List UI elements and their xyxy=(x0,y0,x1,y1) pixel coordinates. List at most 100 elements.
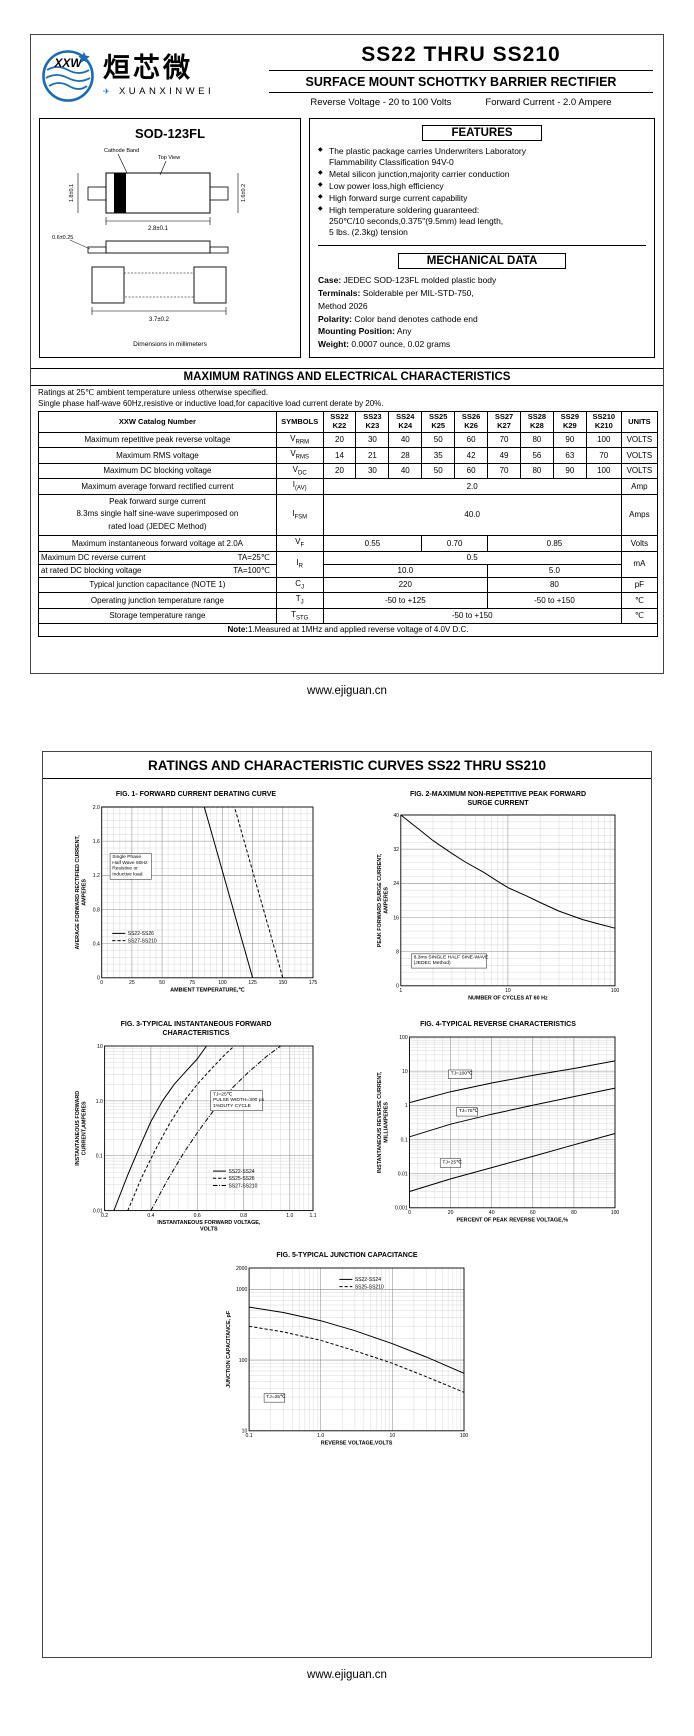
svg-text:TJ=25℃: TJ=25℃ xyxy=(266,1394,286,1400)
dim-body-width: 2.8±0.1 xyxy=(148,226,169,232)
figure-4: FIG. 4-TYPICAL REVERSE CHARACTERISTICS 0… xyxy=(372,1021,624,1238)
svg-text:60: 60 xyxy=(530,1210,536,1216)
svg-text:SS25-SS210: SS25-SS210 xyxy=(355,1284,384,1290)
svg-text:Resistive or: Resistive or xyxy=(112,865,138,871)
figure-1: FIG. 1- FORWARD CURRENT DERATING CURVE 0… xyxy=(70,791,322,1008)
datasheet-page-2: RATINGS AND CHARACTERISTIC CURVES SS22 T… xyxy=(42,750,652,1658)
svg-text:0: 0 xyxy=(396,984,399,990)
bullet-icon: ◆ xyxy=(318,194,323,201)
svg-text:1.6: 1.6 xyxy=(93,839,100,845)
feature-text: High temperature soldering guaranteed: 2… xyxy=(329,205,504,238)
col-header-catalog: XXW Catalog Number xyxy=(38,411,277,433)
row-vf: Maximum instantaneous forward voltage at… xyxy=(38,535,659,552)
table-footnote-row: Note:1.Measured at 1MHz and applied reve… xyxy=(38,622,658,637)
figure-4-chart: 0 20 40 60 80 100 0.001 0.01 0.1 1 10 100 PERCENT OF… xyxy=(377,1035,619,1223)
svg-text:0: 0 xyxy=(97,975,100,981)
svg-text:0.1: 0.1 xyxy=(246,1433,253,1439)
col-header-part: SS24 K24 xyxy=(388,411,423,433)
bullet-icon: ◆ xyxy=(318,182,323,189)
mech-row-case: Case: JEDEC SOD-123FL molded plastic bod… xyxy=(318,275,497,286)
note-line: Ratings at 25℃ ambient temperature unles… xyxy=(38,387,268,397)
title-block: SS22 THRU SS210 SURFACE MOUNT SCHOTTKY B… xyxy=(269,43,653,108)
svg-text:1.1: 1.1 xyxy=(309,1213,316,1219)
row-vrms: Maximum RMS voltage VRMS 14 21 28 35 42 49 56 6… xyxy=(38,447,659,464)
ratings-table-notes: Ratings at 25℃ ambient temperature unles… xyxy=(31,386,663,411)
svg-text:Inductive load: Inductive load xyxy=(112,871,142,877)
svg-text:100: 100 xyxy=(460,1433,469,1439)
feature-item: ◆ High forward surge current capability xyxy=(318,193,646,204)
svg-text:0.4: 0.4 xyxy=(93,941,100,947)
svg-text:0.001: 0.001 xyxy=(395,1206,408,1212)
figure-2-chart: 1 10 100 0 8 16 24 32 40 NUMBER OF CYCLES AT 60 H… xyxy=(377,813,619,1001)
svg-text:1: 1 xyxy=(405,1103,408,1109)
svg-text:100: 100 xyxy=(239,1358,248,1364)
svg-text:75: 75 xyxy=(189,980,195,986)
figure-1-chart: 0 25 50 75 100 125 150 175 0 0.4 0.8 1.2 1.6 2.0 AMBIE… xyxy=(75,805,317,993)
svg-text:150: 150 xyxy=(279,980,288,986)
row-iav: Maximum average forward rectified curren… xyxy=(38,478,659,495)
row-ifsm: Peak forward surge current 8.3ms single … xyxy=(38,493,659,537)
svg-text:10: 10 xyxy=(505,989,511,995)
svg-text:40: 40 xyxy=(393,813,399,819)
svg-text:100: 100 xyxy=(218,980,227,986)
row-vrrm: Maximum repetitive peak reverse voltage … xyxy=(38,431,659,449)
row-tj: Operating junction temperature range TJ … xyxy=(38,591,659,609)
svg-text:0: 0 xyxy=(100,980,103,986)
svg-text:1.2: 1.2 xyxy=(93,873,100,879)
device-description: SURFACE MOUNT SCHOTTKY BARRIER RECTIFIER xyxy=(269,71,653,93)
col-header-part: SS28 K28 xyxy=(519,411,554,433)
svg-text:8: 8 xyxy=(396,950,399,956)
cathode-band-label: Cathode Band xyxy=(104,148,139,154)
svg-text:0: 0 xyxy=(408,1210,411,1216)
svg-text:JUNCTION CAPACITANCE, pF: JUNCTION CAPACITANCE, pF xyxy=(226,1310,232,1388)
logo-xxw-text: XXW xyxy=(53,56,83,70)
col-header-part: SS27 K27 xyxy=(487,411,521,433)
mech-row-terminals: Terminals: Solderable per MIL-STD-750, M… xyxy=(318,288,474,311)
company-name-cn: 烜芯微 xyxy=(103,53,193,84)
svg-text:100: 100 xyxy=(399,1035,408,1041)
col-header-part: SS25 K25 xyxy=(421,411,456,433)
mech-row-mounting: Mounting Position: Any xyxy=(318,326,412,337)
row-vdc: Maximum DC blocking voltage VDC 20 30 40 50… xyxy=(38,462,659,480)
svg-text:INSTANTANEOUS FORWARDCURRENT,A: INSTANTANEOUS FORWARDCURRENT,AMPERES xyxy=(75,1091,87,1166)
svg-text:0.01: 0.01 xyxy=(93,1208,103,1214)
svg-text:10: 10 xyxy=(390,1433,396,1439)
note-line: Single phase half-wave 60Hz,resistive or… xyxy=(38,398,384,408)
package-and-features-row: SOD-123FL Cathode Band Top View 2.8±0.1 … xyxy=(31,112,663,368)
svg-text:8.3ms SINGLE HALF SINE-WAVE: 8.3ms SINGLE HALF SINE-WAVE xyxy=(414,955,489,961)
figure-3: FIG. 3-TYPICAL INSTANTANEOUS FORWARD CHA… xyxy=(70,1021,322,1238)
svg-text:SS22-SS24: SS22-SS24 xyxy=(228,1169,254,1175)
col-header-part: SS29 K29 xyxy=(552,411,587,433)
features-heading: FEATURES xyxy=(422,125,542,141)
package-drawing: Cathode Band Top View 2.8±0.1 1.8±0.1 1.… xyxy=(52,148,247,323)
svg-text:0.2: 0.2 xyxy=(101,1213,108,1219)
row-cj: Typical junction capacitance (NOTE 1) CJ… xyxy=(38,576,659,594)
header: XXW 烜芯微 XUANXINWEI SS22 THRU SS210 SURFA… xyxy=(31,35,663,112)
svg-text:SS22-SS26: SS22-SS26 xyxy=(128,931,154,937)
feature-text: Low power loss,high efficiency xyxy=(329,181,444,192)
svg-text:PEAK FORWARD SURGE CURRENT,AM: PEAK FORWARD SURGE CURRENT,AMPERES xyxy=(377,854,389,948)
figure-2: FIG. 2-MAXIMUM NON-REPETITIVE PEAK FORWA… xyxy=(372,791,624,1008)
bullet-icon: ◆ xyxy=(318,206,323,213)
svg-text:40: 40 xyxy=(489,1210,495,1216)
svg-text:AMBIENT TEMPERATURE,℃: AMBIENT TEMPERATURE,℃ xyxy=(170,986,244,993)
feature-item: ◆ High temperature soldering guaranteed:… xyxy=(318,205,646,238)
package-name: SOD-123FL xyxy=(134,126,206,141)
datasheet-page-1: XXW 烜芯微 XUANXINWEI SS22 THRU SS210 SURFA… xyxy=(30,34,664,674)
forward-current-rating: Forward Current - 2.0 Ampere xyxy=(485,97,612,108)
logo: XXW 烜芯微 XUANXINWEI xyxy=(41,49,269,103)
svg-text:125: 125 xyxy=(248,980,257,986)
features-mechanical-box: FEATURES ◆ The plastic package carries U… xyxy=(309,118,655,358)
bullet-icon: ◆ xyxy=(318,170,323,177)
website-footer: www.ejiguan.cn xyxy=(307,1668,387,1681)
mechanical-data-section: MECHANICAL DATA Case: JEDEC SOD-123FL mo… xyxy=(318,245,646,351)
svg-text:32: 32 xyxy=(393,848,399,854)
svg-text:25: 25 xyxy=(129,980,135,986)
bullet-icon: ◆ xyxy=(318,147,323,153)
svg-text:24: 24 xyxy=(393,882,399,888)
svg-text:INSTANTANEOUS REVERSE CURRENT,: INSTANTANEOUS REVERSE CURRENT,MILLIAMPER… xyxy=(377,1071,389,1173)
svg-text:10: 10 xyxy=(402,1069,408,1075)
col-header-units: UNITS xyxy=(620,411,659,433)
svg-text:REVERSE VOLTAGE,VOLTS: REVERSE VOLTAGE,VOLTS xyxy=(321,1440,393,1446)
ratings-table: XXW Catalog Number SYMBOLS SS22 K22 SS23 K… xyxy=(38,411,659,637)
